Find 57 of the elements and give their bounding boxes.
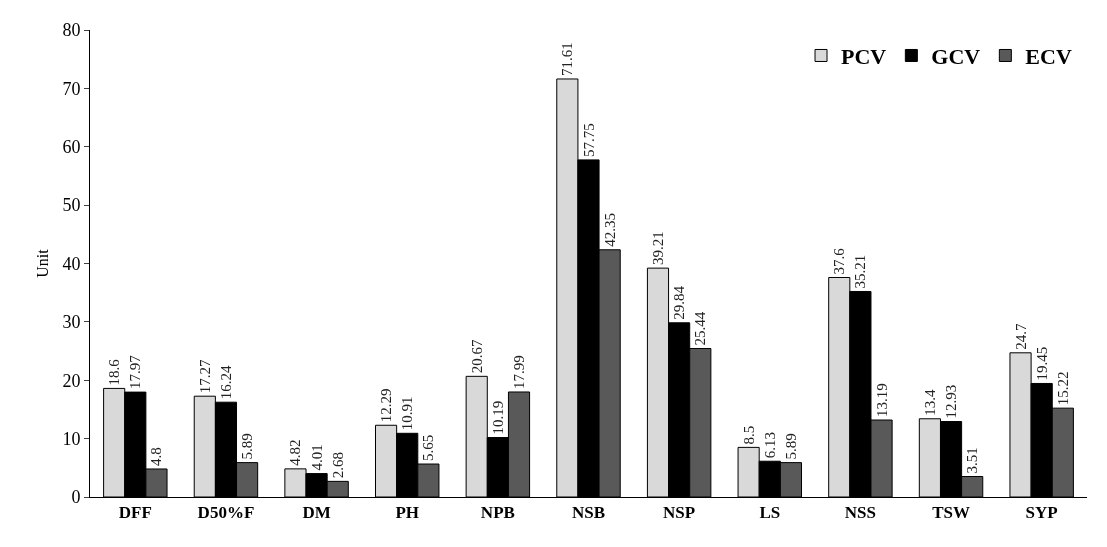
data-label: 17.97: [127, 354, 144, 390]
data-label: 5.89: [239, 433, 256, 460]
y-tick-label: 40: [62, 253, 81, 274]
data-label: 15.22: [1054, 371, 1071, 406]
y-tick-label: 30: [62, 312, 81, 333]
x-tick-label: D50%F: [197, 503, 255, 523]
data-label: 16.24: [217, 364, 234, 400]
data-label: 17.27: [196, 358, 213, 394]
data-label: 10.19: [489, 400, 506, 435]
data-label: 3.51: [964, 447, 981, 474]
data-label: 29.84: [671, 285, 688, 320]
data-label: 12.29: [378, 388, 395, 423]
data-label: 37.6: [831, 247, 848, 275]
data-label: 25.44: [692, 311, 709, 346]
data-label: 13.19: [873, 383, 890, 417]
legend-label: ECV: [1025, 44, 1072, 70]
x-tick-label: LS: [759, 503, 781, 523]
data-label: 35.21: [852, 254, 869, 289]
x-tick-label: NPB: [480, 503, 515, 523]
data-label: 42.35: [601, 213, 618, 247]
data-label: 19.45: [1033, 346, 1050, 381]
data-label: 24.7: [1012, 323, 1029, 350]
y-tick-label: 50: [62, 195, 81, 216]
y-tick-label: 20: [62, 370, 81, 391]
y-tick-label: 60: [62, 137, 81, 158]
x-tick-label: DM: [302, 503, 331, 523]
x-tick-label: DFF: [118, 503, 152, 523]
x-tick-label: NSP: [663, 503, 696, 523]
y-axis-title: Unit: [34, 248, 51, 278]
x-tick-label: TSW: [932, 503, 970, 523]
data-label: 57.75: [580, 123, 597, 157]
data-label: 4.82: [287, 439, 304, 466]
data-label: 20.67: [468, 339, 485, 374]
y-tick-label: 10: [62, 428, 81, 449]
data-label: 71.61: [559, 42, 576, 76]
data-label: 8.5: [740, 425, 757, 445]
data-label: 13.4: [921, 389, 938, 416]
legend-label: GCV: [931, 44, 981, 70]
x-tick-label: NSS: [844, 503, 876, 523]
y-tick-label: 70: [62, 78, 81, 99]
data-label: 2.68: [329, 452, 346, 479]
data-label: 5.89: [782, 433, 799, 460]
data-label: 12.93: [943, 384, 960, 419]
data-label: 17.99: [511, 355, 528, 389]
y-tick-label: 0: [71, 487, 81, 508]
data-label: 18.6: [106, 358, 123, 386]
x-tick-label: SYP: [1025, 503, 1058, 523]
y-tick-label: 80: [62, 20, 81, 41]
data-label: 6.13: [761, 431, 778, 459]
legend-label: PCV: [841, 44, 887, 70]
data-label: 5.65: [420, 434, 437, 462]
data-label: 39.21: [649, 231, 666, 266]
data-label: 4.01: [308, 444, 325, 471]
x-tick-label: PH: [395, 503, 420, 523]
x-tick-label: NSB: [571, 503, 606, 523]
data-label: 10.91: [399, 396, 416, 431]
data-label: 4.8: [148, 447, 165, 466]
